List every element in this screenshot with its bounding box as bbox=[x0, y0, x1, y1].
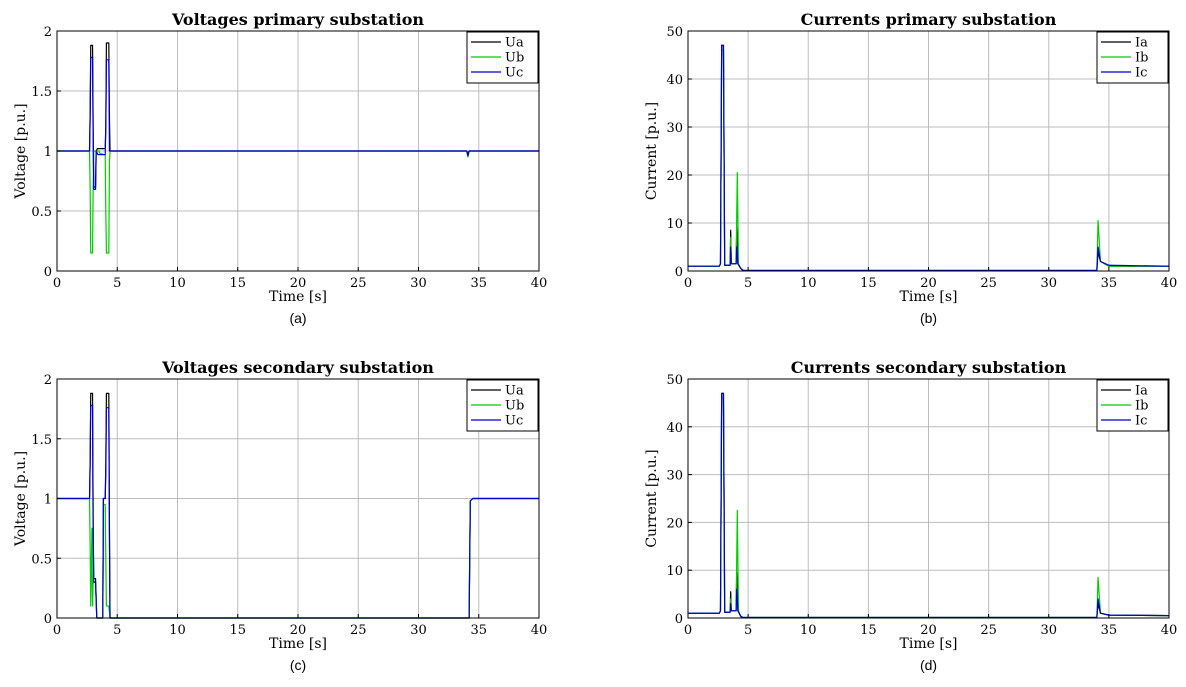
panel-d: 0 5 10 15 20 25 30 35 40 0 10 20 30 40 50 Currents seco… bbox=[644, 358, 1177, 673]
y-axis-label: Voltage [p.u.] bbox=[13, 103, 29, 199]
legend-label-uc: Uc bbox=[505, 414, 523, 429]
x-tick-label: 30 bbox=[1040, 276, 1057, 291]
x-tick-label: 30 bbox=[1040, 623, 1057, 638]
y-tick-label: 2 bbox=[44, 373, 52, 388]
y-axis-label: Current [p.u.] bbox=[644, 449, 660, 547]
y-tick-label: 1.5 bbox=[31, 433, 52, 448]
x-tick-label: 0 bbox=[53, 276, 61, 291]
legend-label-uc: Uc bbox=[505, 66, 523, 81]
legend-label-ia: Ia bbox=[1135, 384, 1148, 399]
x-tick-label: 10 bbox=[169, 623, 186, 638]
legend-label-ic: Ic bbox=[1135, 414, 1147, 429]
x-tick-label: 20 bbox=[920, 623, 937, 638]
y-tick-label: 0 bbox=[675, 612, 683, 627]
panel-b: 0 5 10 15 20 25 30 35 40 0 10 20 30 40 50 Currents prim… bbox=[644, 10, 1177, 326]
x-tick-label: 30 bbox=[410, 623, 427, 638]
x-axis-label: Time [s] bbox=[269, 636, 327, 652]
x-tick-label: 30 bbox=[410, 276, 427, 291]
panel-c: 0 5 10 15 20 25 30 35 40 0 0.5 1 1.5 2 Voltages second… bbox=[13, 358, 547, 673]
y-axis-label: Current [p.u.] bbox=[644, 102, 660, 200]
x-tick-label: 40 bbox=[531, 623, 548, 638]
legend-label-ub: Ub bbox=[505, 399, 524, 414]
x-tick-label: 0 bbox=[53, 623, 61, 638]
y-tick-label: 40 bbox=[666, 421, 683, 436]
panel-caption: (d) bbox=[920, 657, 937, 673]
x-tick-label: 35 bbox=[470, 276, 487, 291]
y-tick-label: 30 bbox=[666, 469, 683, 484]
x-tick-label: 5 bbox=[113, 276, 121, 291]
x-tick-label: 10 bbox=[800, 276, 817, 291]
legend-label-ia: Ia bbox=[1135, 36, 1148, 51]
y-tick-label: 20 bbox=[666, 516, 683, 531]
y-tick-label: 50 bbox=[666, 373, 683, 388]
x-tick-label: 25 bbox=[980, 276, 997, 291]
x-axis-label: Time [s] bbox=[269, 289, 327, 305]
series-line-uc bbox=[57, 56, 539, 190]
legend-label-ub: Ub bbox=[505, 51, 524, 66]
x-tick-label: 10 bbox=[169, 276, 186, 291]
panel-caption: (a) bbox=[289, 310, 306, 326]
x-axis-label: Time [s] bbox=[900, 636, 958, 652]
x-tick-label: 10 bbox=[800, 623, 817, 638]
series-line-ic bbox=[688, 44, 1170, 272]
panel-a: 0 5 10 15 20 25 30 35 40 0 0.5 1 1.5 2 Voltages primar… bbox=[13, 10, 547, 326]
legend-label-ua: Ua bbox=[505, 36, 524, 51]
x-tick-label: 15 bbox=[860, 276, 877, 291]
x-tick-label: 20 bbox=[290, 623, 307, 638]
legend-label-ic: Ic bbox=[1135, 66, 1147, 81]
x-tick-label: 25 bbox=[350, 623, 367, 638]
x-tick-label: 25 bbox=[350, 276, 367, 291]
panel-caption: (b) bbox=[920, 310, 937, 326]
chart-title: Currents primary substation bbox=[801, 10, 1057, 29]
x-tick-label: 25 bbox=[980, 623, 997, 638]
y-tick-label: 30 bbox=[666, 121, 683, 136]
chart-title: Currents secondary substation bbox=[791, 358, 1067, 377]
y-tick-label: 0 bbox=[44, 612, 52, 627]
y-tick-label: 0.5 bbox=[31, 552, 52, 567]
y-tick-label: 20 bbox=[666, 169, 683, 184]
chart-title: Voltages primary substation bbox=[171, 10, 424, 29]
x-tick-label: 5 bbox=[113, 623, 121, 638]
x-tick-label: 20 bbox=[920, 276, 937, 291]
chart-title: Voltages secondary substation bbox=[161, 358, 434, 377]
y-axis-label: Voltage [p.u.] bbox=[13, 451, 29, 547]
y-tick-label: 10 bbox=[666, 217, 683, 232]
x-axis-label: Time [s] bbox=[900, 289, 958, 305]
x-tick-label: 15 bbox=[229, 623, 246, 638]
y-tick-label: 0.5 bbox=[31, 205, 52, 220]
series-line-ic bbox=[688, 392, 1170, 619]
y-tick-label: 0 bbox=[675, 265, 683, 280]
x-tick-label: 5 bbox=[744, 276, 752, 291]
y-tick-label: 1 bbox=[44, 493, 52, 508]
y-tick-label: 50 bbox=[666, 25, 683, 40]
x-tick-label: 40 bbox=[1161, 623, 1178, 638]
x-tick-label: 35 bbox=[1101, 623, 1118, 638]
x-tick-label: 15 bbox=[860, 623, 877, 638]
x-tick-label: 5 bbox=[744, 623, 752, 638]
x-tick-label: 0 bbox=[684, 623, 692, 638]
y-tick-label: 1 bbox=[44, 145, 52, 160]
y-tick-label: 10 bbox=[666, 564, 683, 579]
x-tick-label: 20 bbox=[290, 276, 307, 291]
x-tick-label: 40 bbox=[531, 276, 548, 291]
x-tick-label: 35 bbox=[1101, 276, 1118, 291]
y-tick-label: 40 bbox=[666, 73, 683, 88]
y-tick-label: 0 bbox=[44, 265, 52, 280]
x-tick-label: 15 bbox=[229, 276, 246, 291]
y-tick-label: 2 bbox=[44, 25, 52, 40]
x-tick-label: 35 bbox=[470, 623, 487, 638]
y-tick-label: 1.5 bbox=[31, 85, 52, 100]
legend-label-ib: Ib bbox=[1135, 51, 1148, 66]
x-tick-label: 40 bbox=[1161, 276, 1178, 291]
x-tick-label: 0 bbox=[684, 276, 692, 291]
legend-label-ua: Ua bbox=[505, 384, 524, 399]
legend-label-ib: Ib bbox=[1135, 399, 1148, 414]
panel-caption: (c) bbox=[290, 657, 306, 673]
